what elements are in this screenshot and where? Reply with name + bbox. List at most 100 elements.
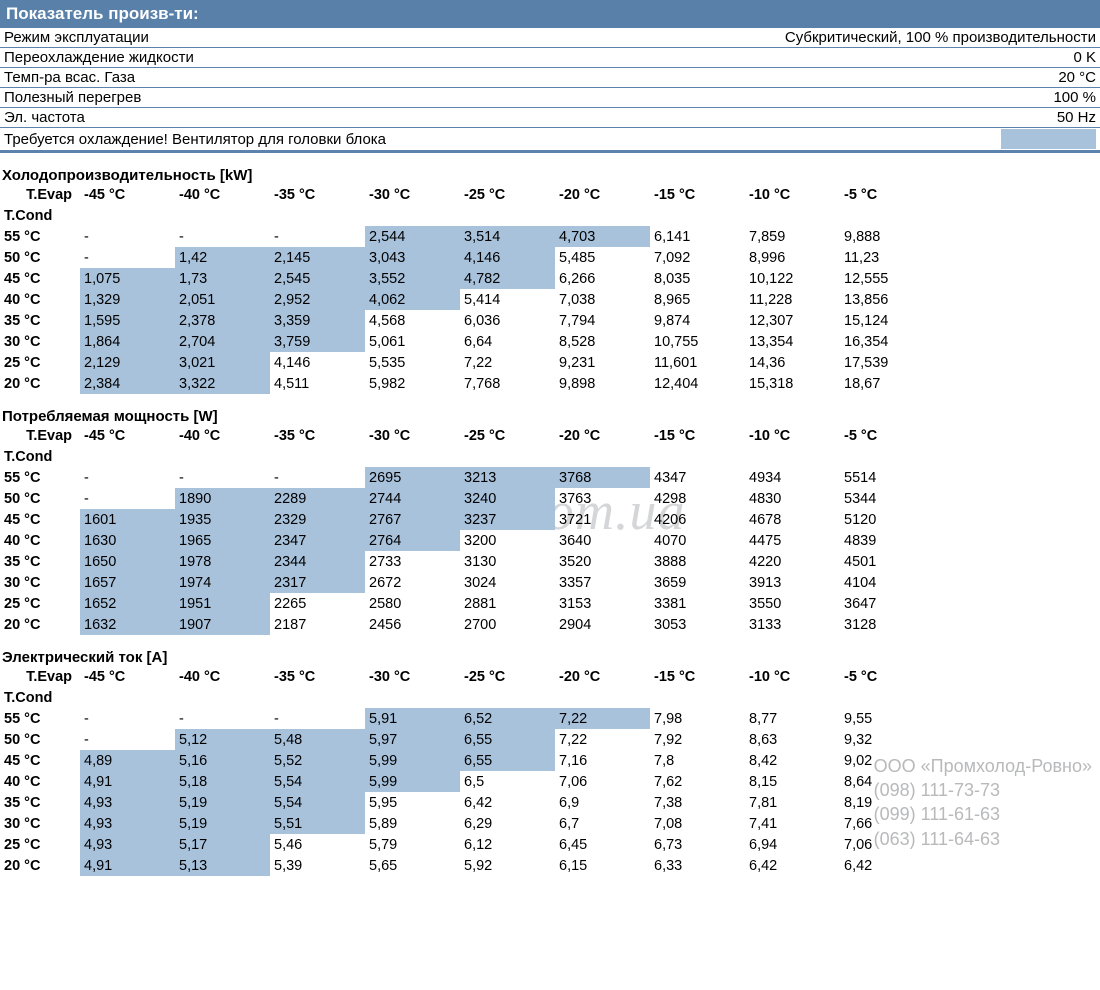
data-cell: 3913 bbox=[745, 572, 840, 593]
param-value: 20 °C bbox=[1058, 69, 1096, 86]
tables-container: Холодопроизводительность [kW]T.Evap-45 °… bbox=[0, 167, 1100, 876]
data-cell: 5,65 bbox=[365, 855, 460, 876]
cond-row-header: 35 °C bbox=[0, 792, 80, 813]
evap-header: T.Evap bbox=[0, 184, 80, 205]
data-cell: 3,514 bbox=[460, 226, 555, 247]
data-cell: 3200 bbox=[460, 530, 555, 551]
table-row: 30 °C1,8642,7043,7595,0616,648,52810,755… bbox=[0, 331, 935, 352]
data-cell: 5,46 bbox=[270, 834, 365, 855]
data-cell: 12,555 bbox=[840, 268, 935, 289]
data-cell: 5,982 bbox=[365, 373, 460, 394]
data-cell: 6,64 bbox=[460, 331, 555, 352]
data-cell: 6,55 bbox=[460, 750, 555, 771]
data-cell: 3721 bbox=[555, 509, 650, 530]
data-cell: 1657 bbox=[80, 572, 175, 593]
data-table: T.Evap-45 °C-40 °C-35 °C-30 °C-25 °C-20 … bbox=[0, 184, 935, 394]
data-cell: 5,17 bbox=[175, 834, 270, 855]
data-cell: 6,42 bbox=[745, 855, 840, 876]
data-cell: - bbox=[270, 708, 365, 729]
data-cell: 5,54 bbox=[270, 792, 365, 813]
table-row: 30 °C4,935,195,515,896,296,77,087,417,66 bbox=[0, 813, 935, 834]
data-cell: 2187 bbox=[270, 614, 365, 635]
data-cell: 5,97 bbox=[365, 729, 460, 750]
data-cell: 4,146 bbox=[270, 352, 365, 373]
cond-header: T.Cond bbox=[0, 446, 80, 467]
data-cell: 7,794 bbox=[555, 310, 650, 331]
data-cell: 7,92 bbox=[650, 729, 745, 750]
data-cell: 5,19 bbox=[175, 792, 270, 813]
data-cell: - bbox=[80, 247, 175, 268]
evap-col-header: -10 °C bbox=[745, 425, 840, 446]
evap-col-header: -5 °C bbox=[840, 184, 935, 205]
cond-row-header: 30 °C bbox=[0, 813, 80, 834]
data-cell: 2347 bbox=[270, 530, 365, 551]
table-row: 25 °C16521951226525802881315333813550364… bbox=[0, 593, 935, 614]
data-cell: 7,22 bbox=[555, 729, 650, 750]
data-cell: 8,528 bbox=[555, 331, 650, 352]
data-cell: 5,414 bbox=[460, 289, 555, 310]
data-cell: 1978 bbox=[175, 551, 270, 572]
evap-col-header: -15 °C bbox=[650, 184, 745, 205]
data-cell: 4,93 bbox=[80, 792, 175, 813]
evap-col-header: -20 °C bbox=[555, 184, 650, 205]
param-value: Субкритический, 100 % производительности bbox=[785, 29, 1096, 46]
data-cell: 2,129 bbox=[80, 352, 175, 373]
data-cell: 5,16 bbox=[175, 750, 270, 771]
data-cell: 1650 bbox=[80, 551, 175, 572]
data-cell: 3640 bbox=[555, 530, 650, 551]
cond-row-header: 40 °C bbox=[0, 530, 80, 551]
data-cell: - bbox=[80, 488, 175, 509]
data-cell: 2672 bbox=[365, 572, 460, 593]
data-cell: 3237 bbox=[460, 509, 555, 530]
table-row: 30 °C16571974231726723024335736593913410… bbox=[0, 572, 935, 593]
data-cell: - bbox=[80, 467, 175, 488]
parameters-block: Режим эксплуатацииСубкритический, 100 % … bbox=[0, 28, 1100, 128]
data-cell: 5,51 bbox=[270, 813, 365, 834]
data-cell: 8,15 bbox=[745, 771, 840, 792]
evap-header: T.Evap bbox=[0, 425, 80, 446]
data-cell: 2,384 bbox=[80, 373, 175, 394]
table-row: 50 °C-1,422,1453,0434,1465,4857,0928,996… bbox=[0, 247, 935, 268]
evap-col-header: -45 °C bbox=[80, 425, 175, 446]
evap-col-header: -10 °C bbox=[745, 666, 840, 687]
param-value: 100 % bbox=[1053, 89, 1096, 106]
evap-col-header: -25 °C bbox=[460, 425, 555, 446]
data-cell: 2700 bbox=[460, 614, 555, 635]
table-row: 50 °C-5,125,485,976,557,227,928,639,32 bbox=[0, 729, 935, 750]
param-label: Эл. частота bbox=[4, 109, 85, 126]
table-row: 35 °C16501978234427333130352038884220450… bbox=[0, 551, 935, 572]
cond-row-header: 45 °C bbox=[0, 268, 80, 289]
data-cell: 4678 bbox=[745, 509, 840, 530]
param-label: Темп-ра всас. Газа bbox=[4, 69, 135, 86]
table-title: Электрический ток [A] bbox=[0, 649, 1100, 666]
data-cell: 7,038 bbox=[555, 289, 650, 310]
data-cell: 2,952 bbox=[270, 289, 365, 310]
data-cell: 4298 bbox=[650, 488, 745, 509]
data-cell: 2733 bbox=[365, 551, 460, 572]
cond-row-header: 20 °C bbox=[0, 614, 80, 635]
data-cell: 6,73 bbox=[650, 834, 745, 855]
data-table: T.Evap-45 °C-40 °C-35 °C-30 °C-25 °C-20 … bbox=[0, 425, 935, 635]
data-cell: 2764 bbox=[365, 530, 460, 551]
data-cell: 4839 bbox=[840, 530, 935, 551]
data-cell: 6,52 bbox=[460, 708, 555, 729]
data-cell: 2881 bbox=[460, 593, 555, 614]
data-cell: 9,02 bbox=[840, 750, 935, 771]
data-table: T.Evap-45 °C-40 °C-35 °C-30 °C-25 °C-20 … bbox=[0, 666, 935, 876]
data-cell: 7,859 bbox=[745, 226, 840, 247]
data-cell: 3,322 bbox=[175, 373, 270, 394]
data-cell: 8,19 bbox=[840, 792, 935, 813]
data-cell: 1630 bbox=[80, 530, 175, 551]
data-cell: 7,092 bbox=[650, 247, 745, 268]
data-cell: 3130 bbox=[460, 551, 555, 572]
cond-row-header: 25 °C bbox=[0, 834, 80, 855]
data-cell: 11,601 bbox=[650, 352, 745, 373]
data-cell: 17,539 bbox=[840, 352, 935, 373]
param-value: 50 Hz bbox=[1057, 109, 1096, 126]
table-row: 55 °C---5,916,527,227,988,779,55 bbox=[0, 708, 935, 729]
data-cell: 9,231 bbox=[555, 352, 650, 373]
cond-row-header: 35 °C bbox=[0, 310, 80, 331]
data-cell: 4501 bbox=[840, 551, 935, 572]
data-cell: 8,035 bbox=[650, 268, 745, 289]
data-cell: 7,98 bbox=[650, 708, 745, 729]
